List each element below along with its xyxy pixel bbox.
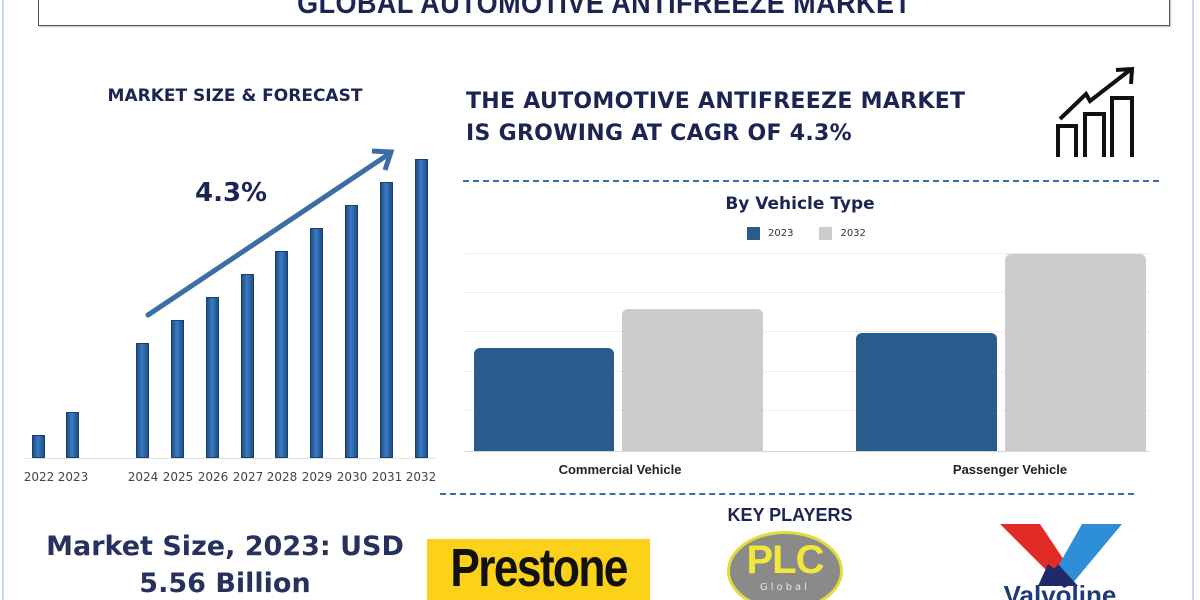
vehicle-type-chart-title: By Vehicle Type [725, 194, 875, 214]
bar-commercial-2023 [474, 348, 614, 451]
cagr-label: 4.3% [195, 178, 268, 208]
legend-swatch-grey [819, 227, 833, 240]
bar-commercial-2032 [622, 309, 763, 451]
valvoline-logo-text: Valvoline [1003, 580, 1117, 600]
bar-2029 [310, 228, 323, 458]
year-label: 2022 [23, 470, 55, 484]
bar-2028 [275, 251, 288, 458]
legend-item-2032: 2032 [819, 227, 866, 240]
bar-2026 [206, 297, 219, 458]
year-label: 2027 [232, 470, 264, 484]
market-forecast-heading: MARKET SIZE & FORECAST [107, 86, 363, 106]
market-size-line2: 5.56 Billion [139, 568, 311, 599]
growth-chart-icon [1056, 66, 1135, 157]
section-divider [440, 493, 1134, 495]
prestone-logo: Prestone [427, 539, 650, 600]
bar-passenger-2032 [1005, 254, 1146, 451]
forecast-bar-chart: 2022 2023 2024 2025 2026 2027 2028 2029 … [0, 0, 440, 484]
bar-passenger-2023 [856, 333, 997, 451]
cagr-headline: THE AUTOMOTIVE ANTIFREEZE MARKET IS GROW… [466, 86, 965, 150]
prestone-logo-text: Prestone [450, 539, 628, 598]
bar-2031 [380, 182, 393, 458]
gridline [465, 253, 1150, 254]
legend-item-2023: 2023 [747, 227, 793, 240]
plc-logo-subtext: Global [760, 582, 810, 593]
chart-baseline [25, 458, 435, 459]
category-label-commercial: Commercial Vehicle [558, 462, 682, 477]
bar-2027 [241, 274, 254, 458]
trend-arrow-icon [145, 148, 395, 318]
year-label: 2025 [162, 470, 194, 484]
key-players-heading: KEY PLAYERS [727, 505, 853, 525]
chart-legend: 2023 2032 [747, 227, 884, 240]
gridline [465, 410, 1150, 411]
bar-2022 [32, 435, 45, 458]
vehicle-type-bar-chart [465, 253, 1150, 452]
headline-line2: IS GROWING AT CAGR OF 4.3% [466, 121, 852, 146]
year-label: 2029 [301, 470, 333, 484]
year-label: 2028 [266, 470, 298, 484]
legend-swatch-blue [747, 227, 760, 240]
year-label: 2031 [371, 470, 403, 484]
plc-logo-text: PLC [746, 538, 825, 582]
category-label-passenger: Passenger Vehicle [952, 462, 1068, 477]
market-size-line1: Market Size, 2023: USD [46, 531, 404, 562]
bar-2032 [415, 159, 428, 458]
legend-label: 2032 [840, 228, 866, 239]
section-divider [463, 180, 1159, 182]
year-label: 2023 [57, 470, 89, 484]
gridline [465, 371, 1150, 372]
page-title: GLOBAL AUTOMOTIVE ANTIFREEZE MARKET [296, 0, 912, 20]
headline-line1: THE AUTOMOTIVE ANTIFREEZE MARKET [466, 89, 966, 114]
year-label: 2026 [197, 470, 229, 484]
year-label: 2032 [405, 470, 437, 484]
plc-global-logo: PLC Global [727, 531, 843, 600]
gridline [465, 292, 1150, 293]
chart-baseline [465, 451, 1150, 452]
bar-2030 [345, 205, 358, 458]
bar-2024 [136, 343, 149, 458]
bar-2025 [171, 320, 184, 458]
market-size-text: Market Size, 2023: USD 5.56 Billion [0, 528, 450, 600]
legend-label: 2023 [768, 228, 794, 239]
year-label: 2024 [127, 470, 159, 484]
title-banner: GLOBAL AUTOMOTIVE ANTIFREEZE MARKET [38, 0, 1170, 26]
valvoline-v-logo-icon [1000, 524, 1122, 588]
year-label: 2030 [336, 470, 368, 484]
bar-2023 [66, 412, 79, 458]
gridline [465, 331, 1150, 332]
